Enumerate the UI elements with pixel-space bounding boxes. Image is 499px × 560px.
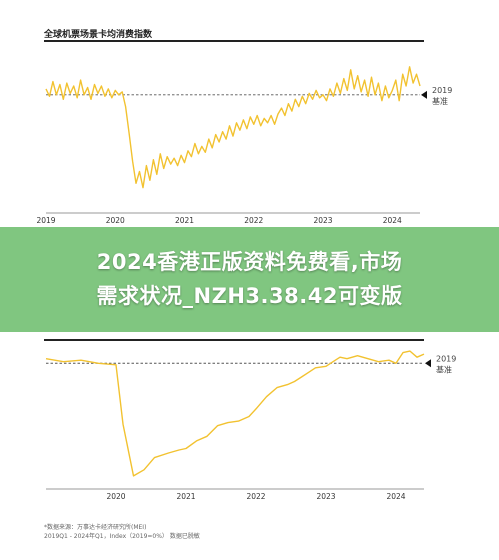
chart2-series-line xyxy=(45,350,425,477)
chart1-reference-arrow xyxy=(421,90,427,99)
chart1-x-tick-2024: 2024 xyxy=(383,216,402,225)
chart1-reference-label-year: 2019 xyxy=(432,86,452,95)
chart2-reference-label-base: 基准 xyxy=(436,364,452,374)
chart2-top-rule xyxy=(44,339,424,341)
chart2-reference-arrow xyxy=(425,359,431,368)
chart2-x-tick-2021: 2021 xyxy=(176,492,195,501)
chart2-reference-label-year: 2019 xyxy=(436,354,456,363)
chart2-x-tick-2022: 2022 xyxy=(246,492,265,501)
chart1-x-tick-2021: 2021 xyxy=(175,216,194,225)
chart1-title: 全球机票场景卡均消费指数 xyxy=(44,30,153,40)
chart1-x-tick-2019: 2019 xyxy=(36,216,55,225)
promo-banner[interactable]: 2024香港正版资料免费看,市场 需求状况_NZH3.38.42可变版 xyxy=(0,227,499,332)
chart1-top-rule xyxy=(44,40,424,42)
banner-line-1: 2024香港正版资料免费看,市场 xyxy=(96,250,403,274)
chart1-x-tick-2022: 2022 xyxy=(244,216,263,225)
chart1-series-line xyxy=(45,66,421,189)
chart1-x-tick-2020: 2020 xyxy=(106,216,125,225)
chart1-x-tick-2023: 2023 xyxy=(313,216,332,225)
chart1-reference-label-base: 基准 xyxy=(432,96,448,106)
chart2-x-tick-2023: 2023 xyxy=(316,492,335,501)
chart2-x-tick-2024: 2024 xyxy=(386,492,405,501)
banner-line-2: 需求状况_NZH3.38.42可变版 xyxy=(96,284,403,308)
chart2-source-note-2: 2019Q1 - 2024年Q1，Index（2019=0%） 数据已脱敏 xyxy=(44,533,200,540)
chart2-source-note: *数据来源：万事达卡经济研究所(MEI) xyxy=(44,524,147,531)
chart2-x-tick-2020: 2020 xyxy=(106,492,125,501)
